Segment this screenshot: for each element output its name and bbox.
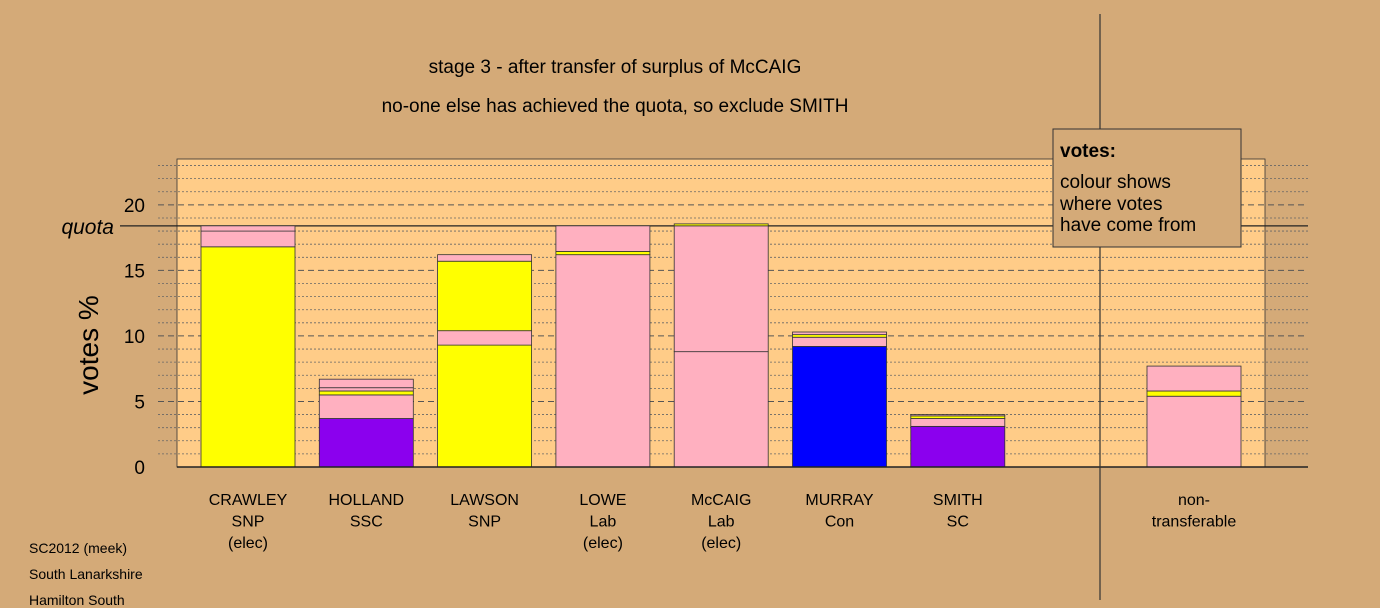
x-tick-label: McCAIG xyxy=(691,492,751,509)
x-tick-label: (elec) xyxy=(228,535,268,552)
x-tick-label: transferable xyxy=(1152,514,1237,531)
y-axis-label: votes % xyxy=(73,295,104,395)
quota-label: quota xyxy=(61,216,114,239)
x-tick-label: LOWE xyxy=(579,492,626,509)
y-tick-label: 20 xyxy=(124,196,145,217)
bar-segment xyxy=(1146,395,1242,468)
bar-segment xyxy=(318,418,414,468)
x-tick-label: LAWSON xyxy=(450,492,519,509)
chart-title: stage 3 - after transfer of surplus of M… xyxy=(429,57,802,78)
bar-segment xyxy=(910,414,1006,417)
x-tick-label: SNP xyxy=(232,514,265,531)
x-tick-label: SMITH xyxy=(933,492,983,509)
legend-line: have come from xyxy=(1060,215,1196,236)
y-tick-label: 0 xyxy=(134,458,145,479)
y-tick-label: 15 xyxy=(124,261,145,282)
x-tick-label: HOLLAND xyxy=(329,492,405,509)
bar-segment xyxy=(200,230,296,248)
x-tick-label: CRAWLEY xyxy=(209,492,288,509)
bar-segment xyxy=(555,250,651,256)
chart-subtitle: no-one else has achieved the quota, so e… xyxy=(382,96,849,117)
bar-segment xyxy=(792,331,887,336)
bar-segment xyxy=(318,390,414,396)
y-tick-label: 10 xyxy=(124,327,145,348)
footer-source: SC2012 (meek) xyxy=(29,540,128,556)
bar-segment xyxy=(792,336,887,347)
x-tick-label: SNP xyxy=(468,514,501,531)
bar-segment xyxy=(437,344,533,468)
bar-segment xyxy=(318,387,414,392)
x-tick-label: Lab xyxy=(590,514,617,531)
bar-segment xyxy=(555,225,651,252)
x-tick-label: Lab xyxy=(708,514,735,531)
legend-title: votes: xyxy=(1060,141,1116,162)
x-tick-label: non- xyxy=(1178,492,1210,509)
bar-segment xyxy=(673,351,769,468)
bar-segment xyxy=(200,246,296,468)
legend-line: where votes xyxy=(1059,194,1162,215)
bar-segment xyxy=(200,225,296,232)
footer-ward: Hamilton South xyxy=(29,592,125,608)
y-tick-label: 5 xyxy=(134,392,145,413)
bar-segment xyxy=(1146,365,1242,392)
bar-segment xyxy=(1146,390,1242,397)
bar-segment xyxy=(437,260,533,332)
bar-segment xyxy=(437,254,533,262)
bar-segment xyxy=(910,425,1006,468)
footer-council: South Lanarkshire xyxy=(29,566,143,582)
bar-segment xyxy=(910,418,1006,427)
x-tick-label: (elec) xyxy=(583,535,623,552)
x-tick-label: SC xyxy=(947,514,969,531)
bar-segment xyxy=(437,330,533,346)
x-tick-label: Con xyxy=(825,514,854,531)
legend-line: colour shows xyxy=(1060,172,1171,193)
x-tick-label: (elec) xyxy=(701,535,741,552)
x-tick-label: MURRAY xyxy=(805,492,873,509)
legend-box: votes: colour shows where votes have com… xyxy=(1052,128,1242,248)
bar-segment xyxy=(673,225,769,353)
bar-segment xyxy=(318,378,414,389)
bar-segment xyxy=(673,223,769,227)
bar-segment xyxy=(555,254,651,468)
x-tick-label: SSC xyxy=(350,514,383,531)
bar-segment xyxy=(318,394,414,419)
bar-segment xyxy=(792,346,887,468)
